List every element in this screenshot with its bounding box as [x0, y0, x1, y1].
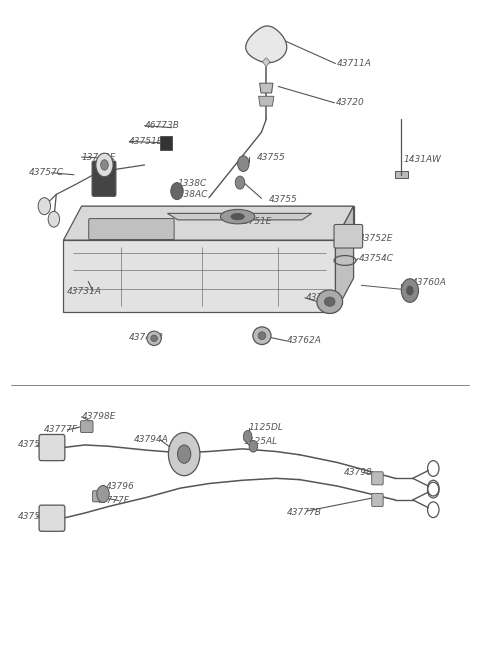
- Text: 43777B: 43777B: [287, 509, 322, 518]
- Text: 1431AW: 1431AW: [404, 155, 442, 164]
- Text: 43711A: 43711A: [336, 59, 371, 68]
- Circle shape: [101, 160, 108, 170]
- Ellipse shape: [151, 335, 157, 342]
- Polygon shape: [260, 83, 273, 93]
- Polygon shape: [395, 171, 408, 178]
- Text: 43796: 43796: [106, 482, 134, 491]
- Text: 43777F: 43777F: [96, 496, 130, 505]
- Text: 43777F: 43777F: [43, 425, 77, 434]
- Text: 43731A: 43731A: [67, 286, 102, 296]
- Text: 1338C: 1338C: [178, 179, 207, 188]
- Circle shape: [238, 156, 249, 171]
- Circle shape: [168, 432, 200, 476]
- Circle shape: [178, 445, 191, 463]
- Circle shape: [235, 176, 245, 189]
- Text: 43754C: 43754C: [359, 254, 393, 263]
- Ellipse shape: [317, 290, 343, 313]
- FancyBboxPatch shape: [372, 472, 383, 485]
- Polygon shape: [263, 58, 270, 67]
- Circle shape: [96, 153, 113, 177]
- Text: 43750C: 43750C: [18, 512, 53, 521]
- Polygon shape: [336, 206, 354, 312]
- Text: 43752E: 43752E: [359, 234, 393, 242]
- Text: 43757C: 43757C: [29, 168, 63, 177]
- Text: 1338AC: 1338AC: [172, 190, 208, 199]
- FancyBboxPatch shape: [334, 225, 363, 248]
- Text: 43720: 43720: [336, 99, 364, 107]
- Circle shape: [171, 183, 183, 200]
- Polygon shape: [259, 97, 274, 106]
- Circle shape: [249, 440, 258, 452]
- FancyBboxPatch shape: [89, 219, 174, 240]
- Polygon shape: [246, 26, 287, 62]
- Text: 46773B: 46773B: [144, 121, 180, 130]
- Circle shape: [48, 212, 60, 227]
- Ellipse shape: [231, 214, 244, 220]
- Circle shape: [243, 430, 252, 442]
- Ellipse shape: [258, 332, 266, 340]
- Text: 43798E: 43798E: [82, 413, 116, 421]
- Text: 43755: 43755: [269, 195, 298, 204]
- Ellipse shape: [147, 331, 161, 346]
- Text: 43798: 43798: [344, 468, 373, 477]
- FancyBboxPatch shape: [92, 161, 116, 196]
- Ellipse shape: [253, 327, 271, 344]
- Circle shape: [401, 279, 419, 302]
- Text: 43750B: 43750B: [18, 440, 53, 449]
- Text: 43760A: 43760A: [412, 278, 447, 287]
- FancyBboxPatch shape: [160, 136, 172, 150]
- FancyBboxPatch shape: [39, 434, 65, 461]
- Text: 43751E: 43751E: [238, 217, 272, 227]
- Ellipse shape: [220, 210, 255, 224]
- Text: 43794A: 43794A: [134, 435, 169, 444]
- Circle shape: [97, 486, 109, 503]
- FancyBboxPatch shape: [81, 420, 93, 432]
- Circle shape: [407, 286, 413, 295]
- Ellipse shape: [324, 297, 335, 306]
- Text: 43751B: 43751B: [129, 137, 164, 146]
- Text: 43748B: 43748B: [129, 332, 164, 342]
- Text: 43755: 43755: [257, 152, 286, 162]
- Polygon shape: [82, 206, 354, 240]
- Text: 1125AL: 1125AL: [244, 436, 278, 445]
- Text: 1125DL: 1125DL: [249, 424, 284, 432]
- Polygon shape: [168, 214, 312, 220]
- Polygon shape: [63, 240, 336, 312]
- FancyBboxPatch shape: [39, 505, 65, 532]
- Circle shape: [38, 198, 50, 215]
- Text: 43753: 43753: [306, 293, 335, 302]
- Text: 43762A: 43762A: [287, 336, 322, 346]
- FancyBboxPatch shape: [93, 491, 104, 502]
- FancyBboxPatch shape: [372, 493, 383, 507]
- Polygon shape: [63, 206, 354, 240]
- Text: 13740E: 13740E: [82, 152, 116, 162]
